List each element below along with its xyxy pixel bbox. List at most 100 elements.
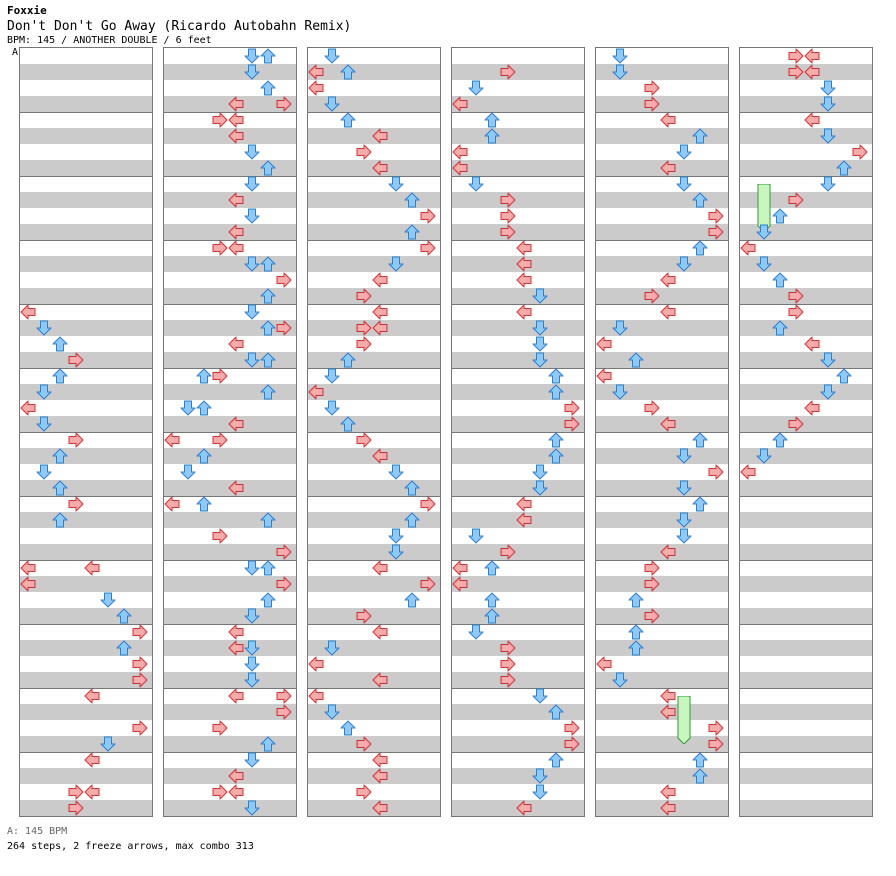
arrow-down-icon [388, 544, 404, 560]
arrow-up-icon [836, 160, 852, 176]
arrow-left-icon [84, 560, 100, 576]
arrow-up-icon [196, 448, 212, 464]
arrow-right-icon [212, 720, 228, 736]
arrow-right-icon [708, 720, 724, 736]
row-stripe [452, 160, 584, 176]
arrow-down-icon [468, 528, 484, 544]
row-stripe [308, 288, 440, 304]
row-stripe [740, 736, 872, 752]
measure-line [308, 496, 440, 497]
row-stripe [740, 352, 872, 368]
arrow-down-icon [532, 464, 548, 480]
arrow-down-icon [532, 288, 548, 304]
row-stripe [740, 480, 872, 496]
arrow-right-icon [212, 432, 228, 448]
row-stripe [164, 800, 296, 816]
row-stripe [740, 192, 872, 208]
row-stripe [164, 736, 296, 752]
arrow-right-icon [276, 96, 292, 112]
row-stripe [308, 224, 440, 240]
measure-line [740, 688, 872, 689]
measure-line [452, 752, 584, 753]
row-stripe [308, 64, 440, 80]
arrow-left-icon [164, 496, 180, 512]
row-stripe [452, 448, 584, 464]
arrow-down-icon [756, 224, 772, 240]
arrow-right-icon [500, 64, 516, 80]
row-stripe [308, 608, 440, 624]
measure-line [596, 496, 728, 497]
row-stripe [452, 672, 584, 688]
arrow-left-icon [164, 432, 180, 448]
arrow-right-icon [500, 224, 516, 240]
arrow-left-icon [660, 784, 676, 800]
arrow-right-icon [356, 320, 372, 336]
chart-column-1 [19, 47, 153, 817]
arrow-left-icon [308, 656, 324, 672]
measure-line [20, 304, 152, 305]
arrow-down-icon [756, 256, 772, 272]
arrow-right-icon [564, 416, 580, 432]
arrow-up-icon [404, 480, 420, 496]
measure-line [740, 752, 872, 753]
arrow-down-icon [244, 208, 260, 224]
measure-line [164, 624, 296, 625]
row-stripe [164, 160, 296, 176]
arrow-right-icon [276, 576, 292, 592]
arrow-right-icon [68, 800, 84, 816]
arrow-right-icon [212, 784, 228, 800]
arrow-right-icon [644, 400, 660, 416]
arrow-right-icon [356, 288, 372, 304]
arrow-left-icon [660, 544, 676, 560]
measure-line [452, 432, 584, 433]
arrow-left-icon [804, 336, 820, 352]
arrow-left-icon [20, 560, 36, 576]
arrow-up-icon [836, 368, 852, 384]
row-stripe [164, 288, 296, 304]
arrow-left-icon [596, 656, 612, 672]
arrow-up-icon [484, 112, 500, 128]
arrow-up-icon [404, 512, 420, 528]
arrow-left-icon [660, 704, 676, 720]
measure-line [20, 752, 152, 753]
arrow-right-icon [500, 192, 516, 208]
arrow-down-icon [468, 80, 484, 96]
measure-line [596, 432, 728, 433]
arrow-down-icon [612, 384, 628, 400]
arrow-up-icon [484, 608, 500, 624]
arrow-down-icon [244, 608, 260, 624]
arrow-up-icon [692, 432, 708, 448]
arrow-right-icon [500, 640, 516, 656]
row-stripe [20, 512, 152, 528]
arrow-left-icon [372, 560, 388, 576]
arrow-right-icon [420, 576, 436, 592]
arrow-left-icon [84, 784, 100, 800]
row-stripe [596, 224, 728, 240]
arrow-right-icon [788, 304, 804, 320]
arrow-down-icon [820, 80, 836, 96]
arrow-left-icon [660, 112, 676, 128]
arrow-left-icon [228, 784, 244, 800]
row-stripe [596, 256, 728, 272]
row-stripe [308, 96, 440, 112]
arrow-left-icon [228, 688, 244, 704]
row-stripe [740, 544, 872, 560]
arrow-left-icon [372, 624, 388, 640]
row-stripe [596, 448, 728, 464]
measure-line [740, 176, 872, 177]
row-stripe [308, 352, 440, 368]
arrow-up-icon [548, 432, 564, 448]
arrow-left-icon [228, 336, 244, 352]
measure-line [740, 496, 872, 497]
arrow-down-icon [676, 528, 692, 544]
row-stripe [452, 736, 584, 752]
arrow-left-icon [308, 384, 324, 400]
arrow-up-icon [260, 288, 276, 304]
measure-line [452, 496, 584, 497]
arrow-right-icon [708, 208, 724, 224]
arrow-up-icon [116, 608, 132, 624]
arrow-up-icon [484, 592, 500, 608]
arrow-left-icon [804, 48, 820, 64]
measure-line [308, 176, 440, 177]
measure-line [164, 496, 296, 497]
